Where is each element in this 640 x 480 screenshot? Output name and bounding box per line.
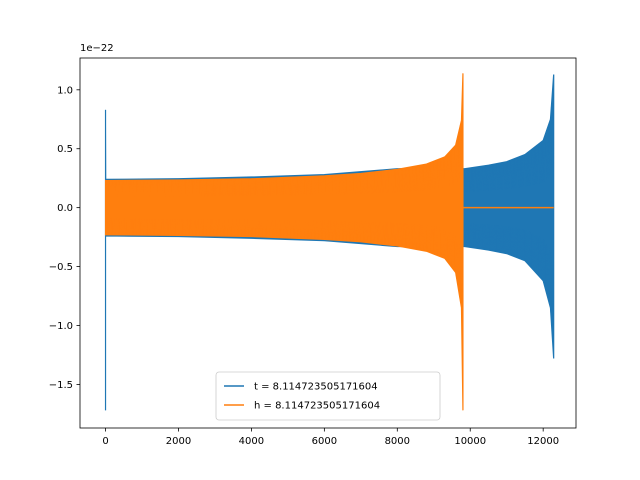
y-tick-label: −0.5 bbox=[49, 262, 73, 273]
x-tick-label: 0 bbox=[102, 436, 108, 447]
legend-label: t = 8.114723505171604 bbox=[254, 382, 378, 393]
x-tick-label: 2000 bbox=[166, 436, 191, 447]
series-oscillation bbox=[105, 82, 464, 349]
y-offset-text: 1e−22 bbox=[80, 43, 114, 54]
axes-frame bbox=[79, 57, 577, 429]
legend-label: h = 8.114723505171604 bbox=[254, 401, 380, 412]
x-tick-label: 8000 bbox=[385, 436, 410, 447]
y-tick-label: 1.0 bbox=[57, 85, 73, 96]
y-tick-label: −1.5 bbox=[49, 380, 73, 391]
series-h bbox=[104, 73, 554, 411]
plot-area bbox=[104, 73, 555, 411]
series-t bbox=[104, 74, 555, 411]
y-tick-label: −1.0 bbox=[49, 321, 73, 332]
legend: t = 8.114723505171604 h = 8.1147235051716… bbox=[215, 371, 441, 421]
y-tick-label: 0.0 bbox=[57, 203, 73, 214]
x-tick-label: 6000 bbox=[312, 436, 337, 447]
x-tick-label: 4000 bbox=[239, 436, 264, 447]
y-tick-label: 0.5 bbox=[57, 144, 73, 155]
series-oscillation bbox=[105, 74, 555, 350]
legend-box bbox=[215, 371, 441, 421]
axis-ticks: 0 2000 4000 6000 8000 10000 12000 −1.5 −1.0 −0.5 0… bbox=[49, 85, 559, 447]
x-tick-label: 10000 bbox=[454, 436, 486, 447]
x-tick-label: 12000 bbox=[527, 436, 559, 447]
